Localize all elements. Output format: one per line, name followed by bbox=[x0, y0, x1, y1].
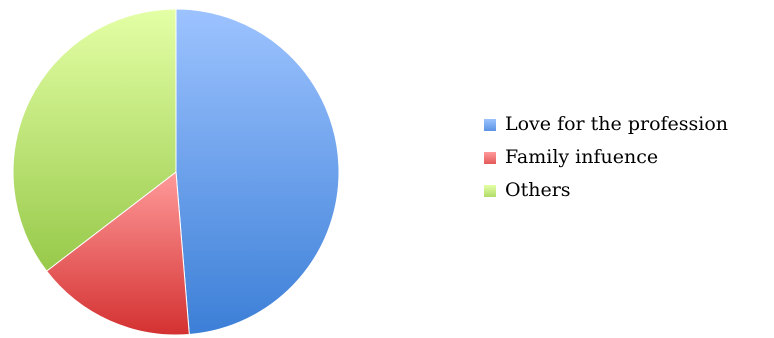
pie-slice-family bbox=[45, 171, 190, 336]
pie-slice-love bbox=[175, 8, 340, 335]
legend-item-others: Others bbox=[484, 179, 770, 202]
legend-swatch-family bbox=[484, 151, 496, 164]
legend-label-love: Love for the profession bbox=[505, 113, 729, 135]
legend-item-love: Love for the profession bbox=[484, 113, 770, 136]
legend-item-family: Family infuence bbox=[484, 146, 770, 169]
legend-label-others: Others bbox=[505, 179, 571, 201]
legend: Love for the profession Family infuence … bbox=[484, 113, 770, 212]
legend-label-family: Family infuence bbox=[505, 146, 659, 168]
legend-swatch-others bbox=[484, 184, 496, 197]
legend-swatch-love bbox=[484, 118, 496, 131]
pie-slice-others bbox=[12, 8, 177, 272]
